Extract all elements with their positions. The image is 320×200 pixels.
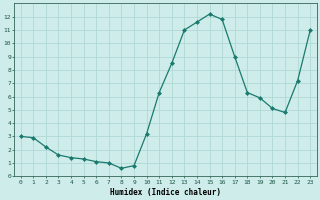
X-axis label: Humidex (Indice chaleur): Humidex (Indice chaleur) — [110, 188, 221, 197]
